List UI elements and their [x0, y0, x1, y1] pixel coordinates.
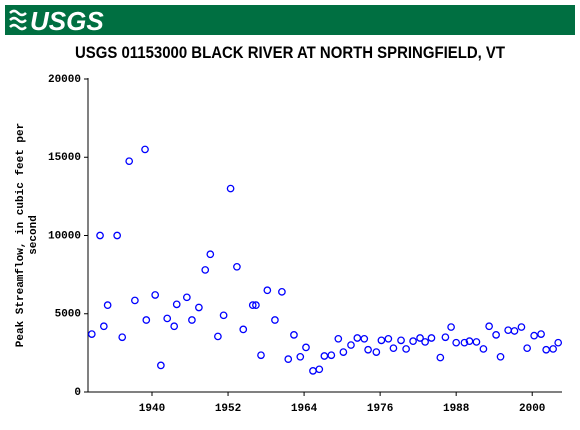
point — [226, 184, 235, 193]
point — [113, 231, 121, 240]
point — [151, 291, 160, 299]
point — [206, 250, 215, 259]
point — [485, 322, 493, 331]
x-tick-label: 1952 — [215, 403, 241, 415]
point — [460, 338, 469, 347]
point — [364, 345, 372, 354]
point — [421, 338, 429, 346]
point — [447, 323, 455, 331]
point — [315, 365, 324, 374]
point — [339, 348, 348, 356]
point — [118, 333, 127, 342]
y-label-line: second — [28, 215, 40, 255]
point — [510, 327, 519, 335]
point — [248, 301, 257, 309]
point — [452, 338, 461, 347]
point — [465, 337, 474, 345]
point — [436, 353, 445, 362]
point — [131, 296, 139, 305]
point — [290, 331, 298, 339]
y-tick-label: 10000 — [48, 230, 81, 242]
point — [441, 333, 450, 342]
point — [384, 334, 393, 343]
point — [372, 348, 381, 356]
point — [214, 332, 222, 341]
chart-title: USGS 01153000 BLACK RIVER AT NORTH SPRIN… — [75, 43, 506, 62]
point — [239, 325, 248, 334]
y-tick-label: 5000 — [55, 309, 81, 321]
x-tick-label: 1988 — [443, 403, 470, 415]
point — [170, 322, 179, 331]
point — [141, 145, 149, 154]
point — [523, 344, 531, 353]
y-label: Peak Streamflow, in cubic feet per secon… — [15, 123, 40, 347]
x-tick-label: 1940 — [139, 403, 165, 415]
x-tick-label: 1964 — [291, 403, 318, 415]
point — [183, 293, 191, 302]
point — [427, 334, 436, 342]
point — [99, 322, 108, 331]
point — [397, 336, 405, 345]
point — [542, 345, 551, 354]
point — [271, 316, 279, 324]
point — [402, 345, 410, 353]
point — [537, 330, 545, 338]
point — [96, 231, 104, 240]
point — [188, 316, 196, 324]
point — [157, 361, 165, 370]
y-label-line: Peak Streamflow, in cubic feet per — [15, 123, 27, 347]
point — [263, 286, 272, 295]
point — [416, 334, 424, 342]
x-tick-label: 1976 — [367, 403, 393, 415]
x-tick-label: 2000 — [519, 403, 545, 415]
point — [125, 157, 134, 166]
point — [334, 334, 343, 343]
point — [219, 311, 228, 320]
point — [284, 355, 293, 363]
point — [549, 345, 557, 353]
point — [103, 301, 112, 309]
point — [360, 334, 369, 343]
point — [142, 316, 151, 324]
point — [252, 301, 260, 309]
y-tick-label: 20000 — [48, 74, 81, 86]
logo-wave — [9, 9, 27, 31]
point — [87, 330, 96, 338]
point — [353, 334, 362, 342]
point — [278, 287, 286, 296]
point — [377, 336, 386, 345]
point — [479, 345, 488, 353]
point — [296, 352, 305, 361]
point — [201, 266, 210, 274]
y-tick-label: 0 — [74, 387, 81, 399]
point — [233, 262, 241, 271]
point — [409, 337, 417, 345]
point — [389, 344, 398, 353]
point — [327, 351, 336, 360]
point — [492, 331, 500, 339]
point — [172, 300, 181, 309]
header-bar — [5, 5, 575, 35]
point — [496, 352, 505, 361]
point — [195, 303, 203, 312]
point — [530, 331, 538, 340]
point — [320, 352, 329, 360]
point — [517, 323, 526, 331]
y-tick-label: 15000 — [48, 152, 81, 164]
logo-text: USGS — [30, 6, 104, 36]
point — [472, 338, 481, 346]
point — [302, 343, 310, 352]
point — [163, 314, 172, 323]
point — [347, 341, 355, 349]
point — [257, 351, 265, 360]
point — [554, 338, 563, 347]
